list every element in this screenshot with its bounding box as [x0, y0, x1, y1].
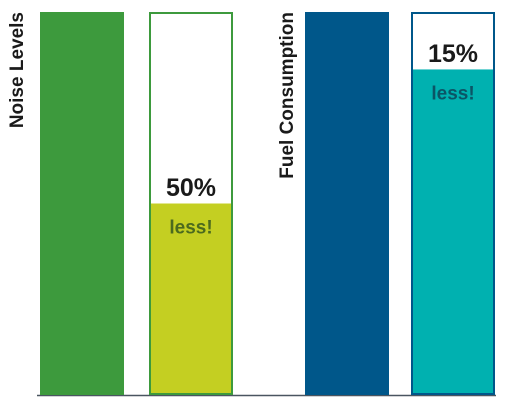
annotation: less! [431, 83, 474, 104]
annotation: less! [169, 218, 212, 239]
bar [413, 69, 493, 393]
bar [305, 12, 389, 395]
y-axis-label: Fuel Consumption [277, 12, 298, 179]
bar-frame [411, 12, 495, 395]
bar [40, 12, 124, 395]
annotation: 50% [166, 174, 216, 202]
annotation: 15% [428, 40, 478, 68]
y-axis-label: Noise Levels [7, 12, 28, 128]
bar-frame [149, 12, 233, 395]
bar [151, 203, 231, 393]
